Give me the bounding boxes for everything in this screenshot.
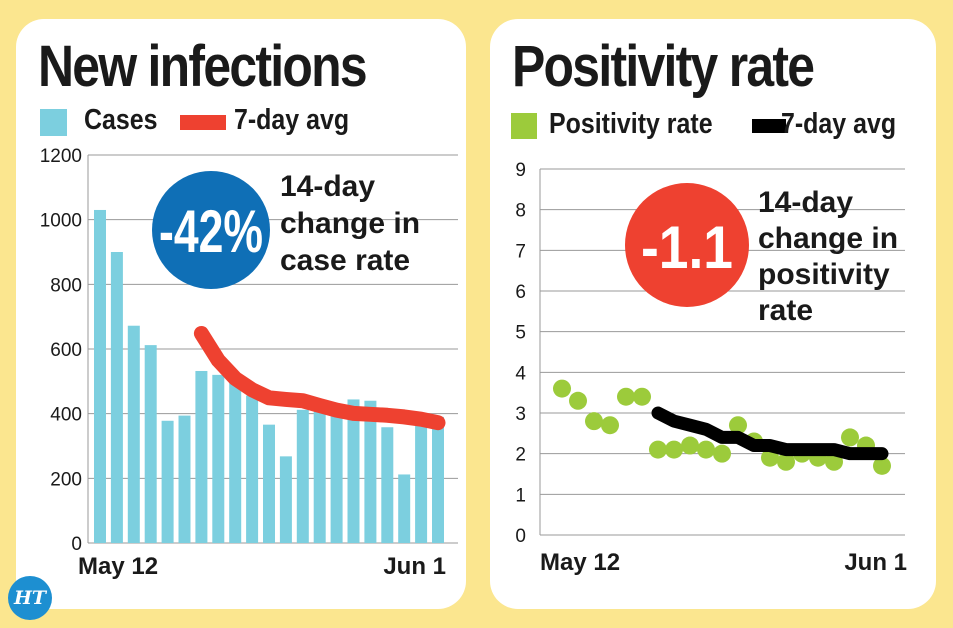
positivity-point (841, 428, 859, 447)
cases-7day-avg-line (193, 325, 446, 431)
case-rate-annotation-line-3: case rate (280, 244, 410, 277)
positivity-point (873, 456, 891, 475)
cases-avg-legend-swatch (180, 115, 226, 130)
cases-bar (263, 424, 275, 543)
positivity-point (569, 391, 587, 410)
positivity-point (633, 387, 651, 406)
positivity-point (553, 379, 571, 398)
positivity-annotation-line-3: positivity (758, 258, 890, 291)
cases-bar (296, 409, 309, 543)
y-tick-label: 0 (71, 534, 82, 555)
cases-bar (144, 345, 157, 543)
cases-bar (398, 474, 411, 543)
positivity-annotation-line-4: rate (758, 294, 813, 327)
positivity-annotation-line-1: 14-day (758, 186, 853, 219)
positivity-point (601, 416, 619, 435)
cases-bar (279, 456, 292, 543)
y-tick-label: 1000 (40, 211, 82, 232)
cases-bar (212, 374, 225, 543)
y-tick-label: 9 (515, 160, 526, 181)
y-tick-label: 800 (50, 275, 82, 296)
right-chart-title: Positivity rate (512, 34, 815, 99)
case-rate-annotation-line-2: change in (280, 207, 420, 240)
y-tick-label: 2 (515, 445, 526, 466)
cases-bar (415, 420, 428, 543)
positivity-change-badge (625, 183, 749, 307)
positivity-point (681, 436, 699, 455)
cases-bar (178, 415, 191, 543)
positivity-point (649, 440, 667, 459)
y-tick-label: 3 (515, 404, 526, 425)
positivity-point (585, 412, 603, 431)
cases-bar (313, 411, 326, 543)
cases-bar (195, 370, 208, 543)
cases-bar (381, 427, 394, 543)
cases-legend-label: Cases (84, 104, 158, 136)
cases-bar (110, 252, 123, 543)
y-tick-label: 1 (515, 485, 526, 506)
cases-bar (432, 416, 444, 543)
x-tick-label: May 12 (540, 549, 620, 576)
y-tick-label: 0 (515, 526, 526, 547)
positivity-rate-panel (490, 19, 936, 609)
positivity-7day-avg-line (651, 406, 889, 461)
case-rate-annotation-line-1: 14-day (280, 170, 375, 203)
cases-legend-swatch (40, 109, 67, 136)
cases-bar (127, 325, 140, 543)
positivity-point (665, 440, 683, 459)
y-tick-label: 1200 (40, 146, 82, 167)
y-tick-label: 6 (515, 282, 526, 303)
x-tick-label: May 12 (78, 553, 158, 580)
positivity-annotation-line-2: change in (758, 222, 898, 255)
positivity-avg-legend-label: 7-day avg (781, 108, 897, 140)
cases-bar (347, 399, 360, 543)
y-tick-label: 8 (515, 201, 526, 222)
y-tick-label: 7 (515, 241, 526, 262)
cases-bar (229, 380, 242, 543)
case-rate-change-badge (152, 171, 270, 289)
left-chart-title: New infections (38, 34, 368, 99)
y-tick-label: 400 (50, 405, 82, 426)
y-tick-label: 200 (50, 469, 82, 490)
positivity-point (617, 387, 635, 406)
positivity-point (777, 452, 795, 471)
ht-logo: HT (8, 576, 52, 620)
cases-bar (330, 404, 343, 543)
x-tick-label: Jun 1 (383, 553, 446, 580)
y-tick-label: 5 (515, 323, 526, 344)
y-tick-label: 600 (50, 340, 82, 361)
cases-bar (246, 395, 259, 543)
positivity-avg-legend-swatch (752, 119, 786, 133)
case-rate-change-value: -42% (159, 198, 263, 265)
positivity-point (713, 444, 731, 463)
positivity-point (697, 440, 715, 459)
positivity-legend-label: Positivity rate (549, 108, 713, 140)
x-tick-label: Jun 1 (844, 549, 907, 576)
cases-bar (161, 420, 174, 543)
cases-avg-legend-label: 7-day avg (234, 104, 350, 136)
positivity-change-value: -1.1 (641, 214, 733, 281)
y-tick-label: 4 (515, 363, 526, 384)
positivity-legend-swatch (511, 113, 537, 139)
cases-bar (364, 400, 377, 543)
positivity-point (729, 416, 747, 435)
cases-bar (94, 209, 106, 543)
